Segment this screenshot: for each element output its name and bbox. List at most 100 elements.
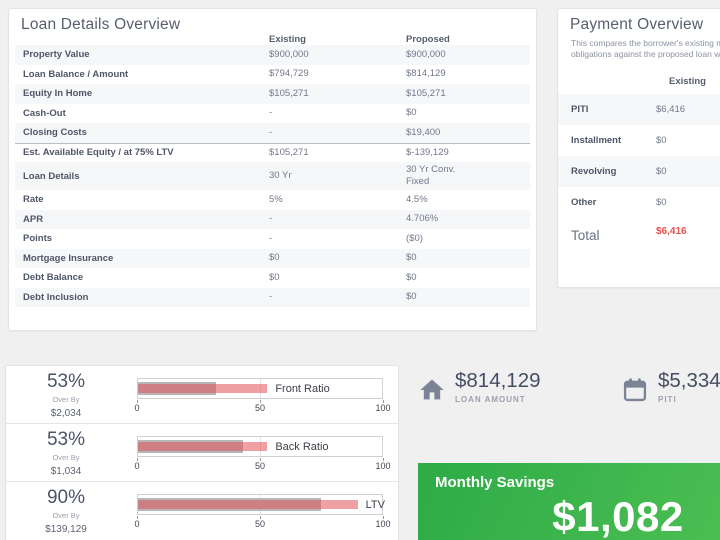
gauge-axis: 0 50 100 [134, 400, 391, 413]
existing-value: $794,729 [269, 68, 309, 80]
gauge-percent: 90% [46, 487, 86, 508]
row-label: Equity In Home [23, 88, 93, 100]
axis-tick-label: 50 [254, 403, 266, 413]
piti-caption: PITI [658, 395, 677, 404]
axis-tick [137, 400, 138, 403]
bullet-chart-ltv: LTV 0 50 100 [134, 494, 391, 540]
total-value: $6,416 [656, 226, 687, 237]
gauge-axis: 0 50 100 [134, 516, 391, 529]
payment-row: PITI $6,416 [558, 94, 720, 125]
loan-table-header: Existing Proposed [15, 33, 530, 45]
existing-value: - [269, 232, 273, 244]
loan-details-card: Loan Details Overview Existing Proposed … [8, 8, 537, 331]
table-row: Loan Details 30 Yr 30 Yr Conv. Fixed [15, 162, 530, 190]
table-row: Loan Balance / Amount $794,729 $814,129 [15, 65, 530, 85]
proposed-value: $-139,129 [406, 146, 449, 158]
proposed-value: ($0) [406, 232, 423, 244]
existing-value: $105,271 [269, 146, 309, 158]
row-label: Debt Balance [23, 272, 84, 284]
loan-amount-caption: LOAN AMOUNT [455, 395, 526, 404]
axis-tick [260, 400, 261, 403]
axis-tick [383, 400, 384, 403]
existing-value: 5% [269, 193, 283, 205]
table-row: Property Value $900,000 $900,000 [15, 45, 530, 65]
monthly-savings-banner: Monthly Savings $1,082 [418, 463, 720, 540]
bullet-chart-plot-area: Back Ratio [137, 436, 383, 457]
ratio-gauges-card: 53% Over By $2,034 Front Ratio 0 50 1 [5, 365, 399, 540]
over-by-amount: $2,034 [50, 408, 82, 419]
column-header-existing: Existing [269, 34, 306, 45]
row-label: Debt Inclusion [23, 291, 89, 303]
table-row: Rate 5% 4.5% [15, 190, 530, 210]
over-by-label: Over By [52, 511, 80, 520]
proposed-value: $19,400 [406, 126, 441, 138]
existing-value: - [269, 126, 273, 138]
over-by-label: Over By [52, 395, 80, 404]
row-label: Points [23, 233, 53, 245]
row-label: Est. Available Equity / at 75% LTV [23, 147, 174, 159]
table-row: Equity In Home $105,271 $105,271 [15, 84, 530, 104]
row-label: Closing Costs [23, 127, 87, 139]
proposed-value: $0 [406, 107, 417, 119]
gauge-stats: 53% Over By $2,034 [6, 366, 126, 423]
payment-row: Revolving $0 [558, 156, 720, 187]
payment-overview-description-line1: This compares the borrower's existing mo… [571, 38, 720, 48]
proposed-value: 4.5% [406, 193, 428, 205]
bullet-chart-plot-area: Front Ratio [137, 378, 383, 399]
axis-tick-label: 50 [254, 519, 266, 529]
gauge-label: Back Ratio [275, 440, 329, 453]
measure-bar [138, 384, 268, 393]
loan-details-table: Existing Proposed Property Value $900,00… [15, 33, 530, 307]
axis-tick [137, 458, 138, 461]
home-icon [418, 376, 446, 409]
column-header-proposed: Proposed [406, 34, 450, 45]
payment-row-label: PITI [571, 104, 589, 115]
gauge-row-front-ratio: 53% Over By $2,034 Front Ratio 0 50 1 [6, 366, 398, 424]
gauge-percent: 53% [46, 429, 86, 450]
proposed-value: $814,129 [406, 68, 446, 80]
table-row: Points - ($0) [15, 229, 530, 249]
table-row: Mortgage Insurance $0 $0 [15, 248, 530, 268]
row-label: Mortgage Insurance [23, 252, 114, 264]
proposed-value: 30 Yr Conv. Fixed [406, 164, 456, 187]
bullet-chart-front-ratio: Front Ratio 0 50 100 [134, 378, 391, 423]
axis-tick-label: 50 [254, 461, 266, 471]
summary-stats: $814,129 LOAN AMOUNT $5,334 PITI [418, 369, 720, 409]
row-label: Cash-Out [23, 107, 66, 119]
table-row: Cash-Out - $0 [15, 104, 530, 124]
over-by-amount: $1,034 [50, 466, 82, 477]
axis-tick [137, 516, 138, 519]
payment-row-value: $0 [656, 197, 667, 208]
axis-tick-label: 0 [134, 461, 140, 471]
row-label: Loan Balance / Amount [23, 68, 129, 80]
bullet-chart-back-ratio: Back Ratio 0 50 100 [134, 436, 391, 481]
table-row: Debt Inclusion - $0 [15, 287, 530, 307]
gauge-label: LTV [365, 498, 385, 511]
payment-row: Other $0 [558, 187, 720, 218]
axis-tick [383, 458, 384, 461]
payment-row-value: $6,416 [656, 104, 686, 115]
axis-tick [260, 516, 261, 519]
table-row: Est. Available Equity / at 75% LTV $105,… [15, 142, 530, 163]
existing-value: - [269, 213, 273, 225]
calendar-icon [621, 376, 649, 409]
gauge-stats: 90% Over By $139,129 [6, 482, 126, 540]
payment-overview-card: Payment Overview This compares the borro… [557, 8, 720, 288]
gauge-row-back-ratio: 53% Over By $1,034 Back Ratio 0 50 10 [6, 424, 398, 482]
payment-column-header-existing: Existing [669, 76, 706, 87]
payment-overview-description-line2: obligations against the proposed loan wi… [571, 49, 720, 59]
proposed-value: $0 [406, 291, 417, 303]
gauge-stats: 53% Over By $1,034 [6, 424, 126, 481]
axis-tick [260, 458, 261, 461]
row-label: Property Value [23, 49, 90, 61]
loan-details-title: Loan Details Overview [21, 16, 181, 33]
row-label: Rate [23, 194, 44, 206]
existing-value: $0 [269, 252, 280, 264]
monthly-savings-title: Monthly Savings [435, 474, 555, 491]
gauge-axis: 0 50 100 [134, 458, 391, 471]
over-by-amount: $139,129 [45, 524, 87, 535]
proposed-value: $900,000 [406, 48, 446, 60]
table-row: APR - 4.706% [15, 209, 530, 229]
piti-stat: $5,334 PITI [621, 369, 720, 409]
monthly-savings-amount: $1,082 [552, 493, 684, 540]
